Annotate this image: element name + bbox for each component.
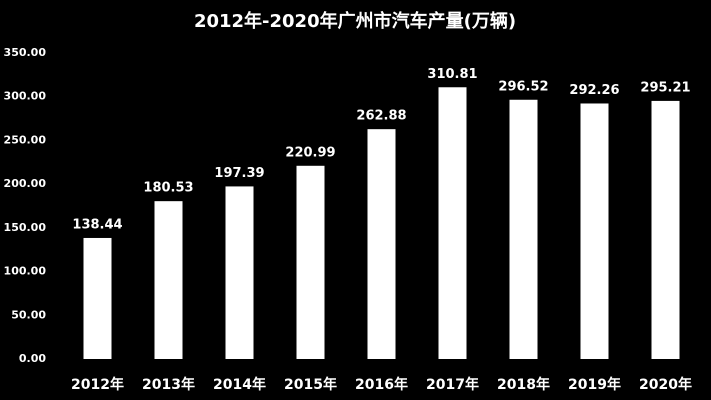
value-label: 262.88 [356, 109, 406, 124]
value-label: 296.52 [498, 79, 548, 94]
value-label: 180.53 [143, 181, 193, 196]
value-label: 295.21 [640, 80, 690, 95]
bar [154, 201, 183, 359]
y-tick-label: 200.00 [4, 177, 47, 190]
value-label: 292.26 [569, 83, 619, 98]
x-tick-label: 2016年 [355, 376, 408, 393]
bar [580, 103, 609, 359]
x-tick-label: 2020年 [639, 376, 692, 393]
x-tick-label: 2013年 [142, 376, 195, 393]
y-tick-label: 50.00 [11, 308, 46, 321]
y-tick-label: 300.00 [4, 90, 47, 103]
y-tick-label: 350.00 [4, 46, 47, 59]
bar [83, 237, 112, 359]
value-label: 310.81 [427, 67, 477, 82]
x-tick-label: 2014年 [213, 376, 266, 393]
value-label: 197.39 [214, 166, 264, 181]
x-tick-label: 2012年 [71, 376, 124, 393]
x-tick-label: 2018年 [497, 376, 550, 393]
bar [367, 129, 396, 359]
bar [225, 186, 254, 359]
bar [296, 165, 325, 359]
x-tick-label: 2019年 [568, 376, 621, 393]
x-tick-label: 2017年 [426, 376, 479, 393]
bar [651, 100, 680, 360]
y-tick-label: 0.00 [19, 352, 46, 365]
chart-title: 2012年-2020年广州市汽车产量(万辆) [194, 10, 516, 32]
value-label: 138.44 [72, 217, 122, 232]
y-tick-label: 250.00 [4, 133, 47, 146]
value-label: 220.99 [285, 145, 335, 160]
bar [438, 87, 467, 360]
y-tick-label: 100.00 [4, 265, 47, 278]
bar [509, 99, 538, 359]
y-tick-label: 150.00 [4, 221, 47, 234]
x-tick-label: 2015年 [284, 376, 337, 393]
